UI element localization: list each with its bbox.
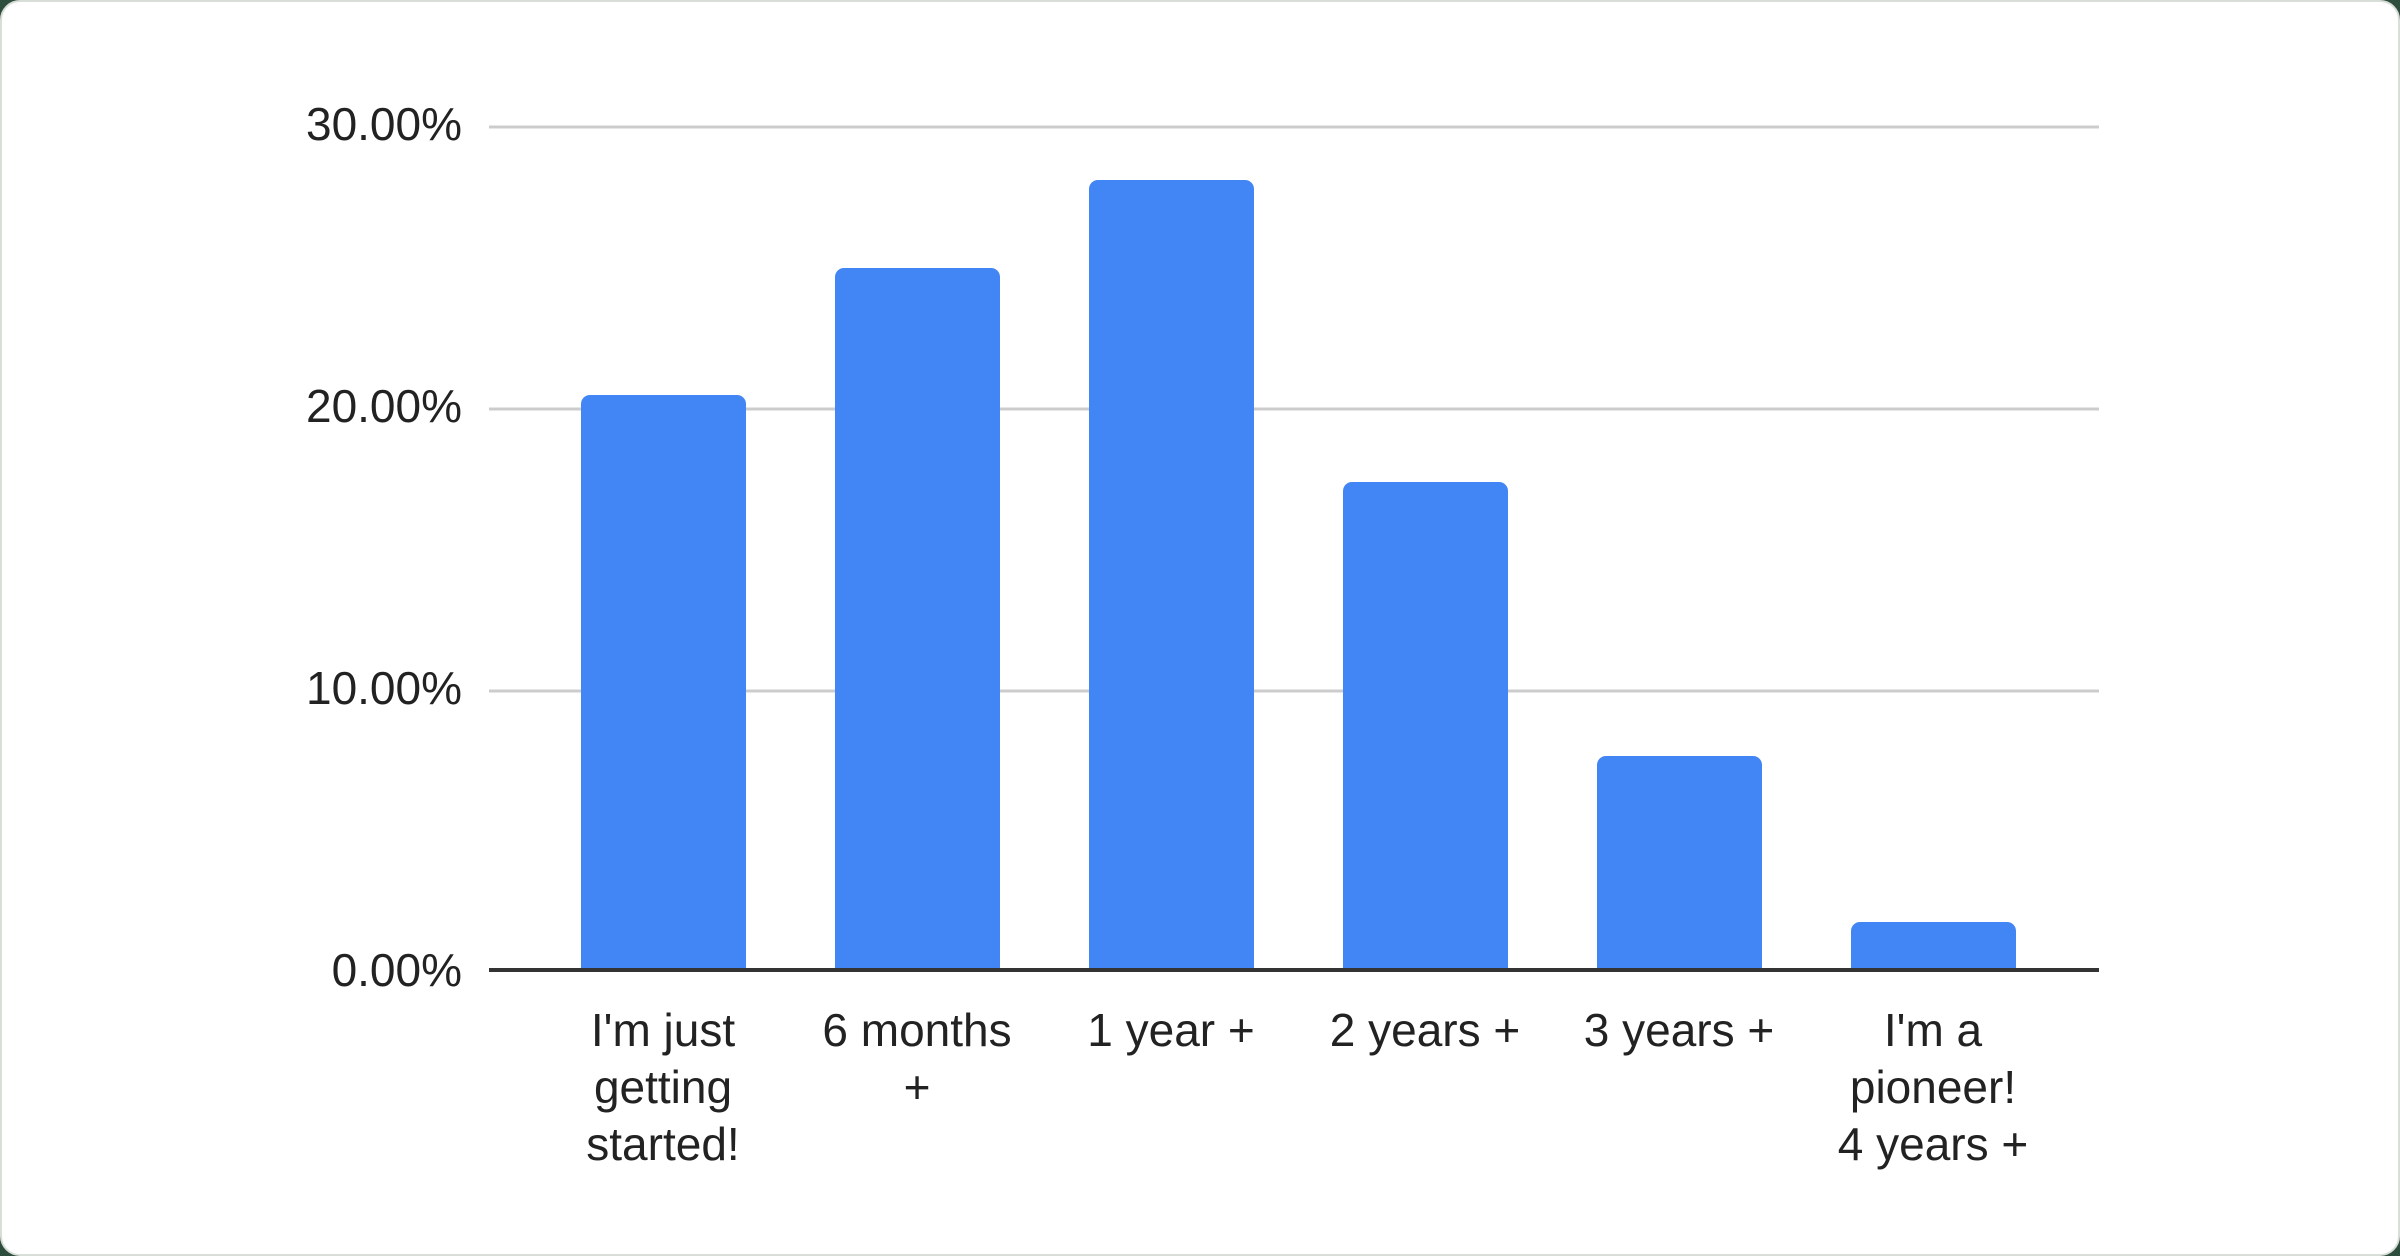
x-category-label-3: 1 year + — [1087, 1004, 1255, 1056]
x-category-label-1: I'm just getting started! — [586, 1004, 740, 1170]
bar-5 — [1596, 755, 1762, 970]
x-category-label-4: 2 years + — [1329, 1004, 1521, 1056]
bar-4 — [1342, 482, 1508, 970]
x-axis-category-labels: I'm just getting started! 6 months + 1 yea… — [536, 1002, 2060, 1202]
y-tick-label-30pct: 30.00% — [305, 98, 462, 150]
gridline-30pct — [489, 125, 2099, 129]
plot-area — [489, 124, 2099, 972]
bar-3 — [1088, 180, 1254, 970]
bar-6 — [1850, 922, 2016, 970]
y-tick-label-0pct: 0.00% — [331, 944, 462, 996]
bar-2 — [834, 267, 1000, 970]
y-axis-tick-labels: 0.00% 10.00% 20.00% 30.00% — [2, 101, 462, 993]
x-category-label-5: 3 years + — [1583, 1004, 1775, 1056]
bar-1 — [580, 394, 746, 970]
y-tick-label-10pct: 10.00% — [305, 661, 462, 714]
gridline-10pct — [489, 689, 2099, 693]
gridline-20pct — [489, 407, 2099, 411]
x-category-label-6: I'm a pioneer! 4 years + — [1837, 1004, 2029, 1170]
x-axis-line — [489, 968, 2099, 972]
y-tick-label-20pct: 20.00% — [305, 379, 462, 432]
x-category-label-2: 6 months + — [822, 1004, 1012, 1113]
